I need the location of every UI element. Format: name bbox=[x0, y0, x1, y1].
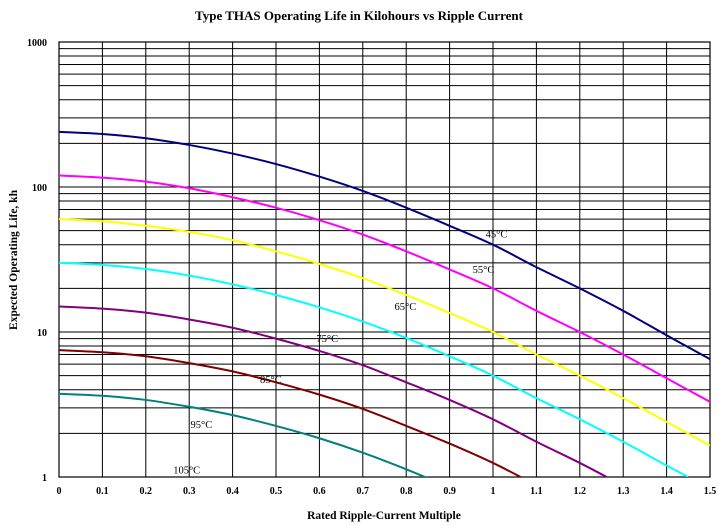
y-tick-label: 1 bbox=[42, 473, 47, 484]
x-tick-label: 1.5 bbox=[704, 486, 717, 497]
chart-title: Type THAS Operating Life in Kilohours vs… bbox=[195, 8, 523, 23]
x-tick-label: 0.7 bbox=[357, 486, 370, 497]
y-axis-label: Expected Operating Life, kh bbox=[8, 189, 20, 330]
series-line-95c bbox=[59, 349, 523, 477]
x-tick-label: 0.9 bbox=[443, 486, 456, 497]
x-tick-label: 1.3 bbox=[617, 486, 630, 497]
y-tick-label: 1000 bbox=[27, 38, 47, 49]
x-tick-label: 1.4 bbox=[660, 486, 673, 497]
y-tick-label: 10 bbox=[37, 328, 47, 339]
series-label-75c: 75°C bbox=[316, 334, 338, 345]
series-line-45c bbox=[59, 130, 710, 361]
x-tick-label: 0.4 bbox=[226, 486, 239, 497]
x-tick-label: 0.5 bbox=[270, 486, 283, 497]
x-tick-label: 0.3 bbox=[183, 486, 196, 497]
series-line-75c bbox=[59, 261, 689, 477]
tick-layer: 0 0.1 0.2 0.3 0.4 0.5 0.6 0.7 0.8 0.9 1 1.1 1.2 1.3 1.… bbox=[27, 38, 716, 497]
x-tick-label: 1.1 bbox=[530, 486, 543, 497]
x-tick-label: 0.1 bbox=[96, 486, 109, 497]
x-tick-label: 0.8 bbox=[400, 486, 413, 497]
series-label-65c: 65°C bbox=[395, 302, 417, 313]
series-label-55c: 55°C bbox=[473, 265, 495, 276]
series-line-105c bbox=[59, 392, 428, 477]
x-axis-label: Rated Ripple-Current Multiple bbox=[307, 510, 461, 522]
series-label-105c: 105°C bbox=[173, 465, 200, 476]
x-tick-label: 0 bbox=[57, 486, 62, 497]
series-line-65c bbox=[59, 218, 710, 447]
series-label-85c: 85°C bbox=[260, 375, 282, 386]
y-tick-label: 100 bbox=[32, 183, 47, 194]
x-tick-label: 0.6 bbox=[313, 486, 326, 497]
x-tick-label: 1 bbox=[491, 486, 496, 497]
series-layer bbox=[59, 130, 710, 477]
series-label-45c: 45°C bbox=[486, 229, 508, 240]
x-tick-label: 1.2 bbox=[574, 486, 587, 497]
series-line-85c bbox=[59, 305, 609, 477]
label-layer: 45°C 55°C 65°C 75°C 85°C 95°C 105°C bbox=[173, 229, 507, 476]
plot-border bbox=[58, 41, 711, 478]
grid-layer bbox=[58, 41, 711, 478]
x-tick-label: 0.2 bbox=[140, 486, 153, 497]
series-line-55c bbox=[59, 174, 710, 403]
series-label-95c: 95°C bbox=[191, 420, 213, 431]
